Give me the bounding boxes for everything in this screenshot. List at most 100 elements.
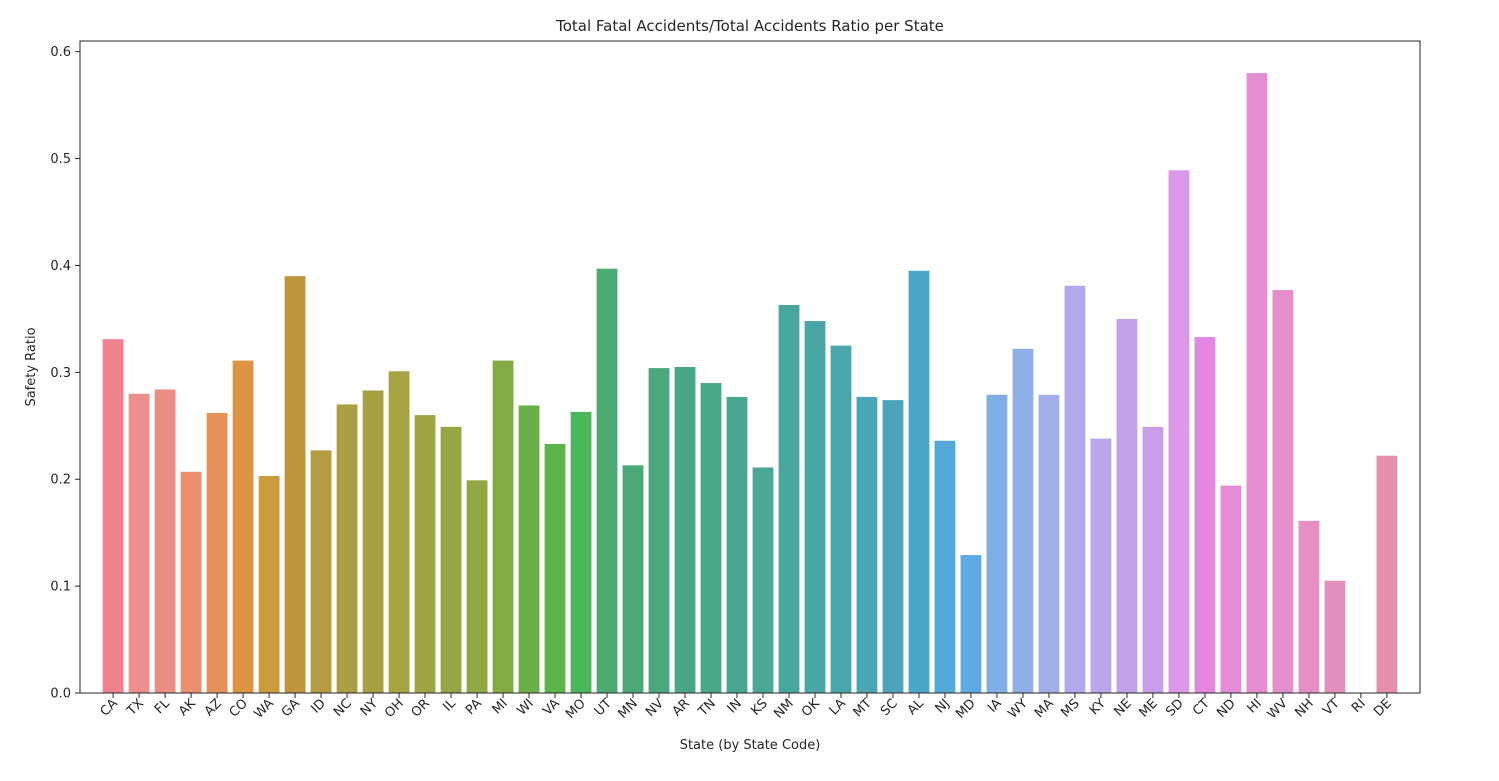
bar-mo bbox=[570, 411, 592, 693]
x-tick-label: LA bbox=[827, 696, 849, 718]
bar-nj bbox=[934, 440, 956, 693]
bar-ct bbox=[1194, 337, 1216, 693]
bar-ga bbox=[284, 276, 306, 693]
x-axis: CA TX FL AK AZ CO WA GA ID NC NY OH OR IL PA MI WI VA MO UT… bbox=[98, 693, 1395, 722]
bar-va bbox=[544, 443, 566, 693]
x-tick-label: NY bbox=[358, 696, 381, 719]
bar-mi bbox=[492, 360, 514, 693]
x-tick-label: IN bbox=[725, 696, 745, 716]
x-tick-label: OR bbox=[409, 696, 433, 720]
x-tick-label: VA bbox=[540, 696, 563, 719]
x-tick-label: OK bbox=[799, 696, 823, 720]
bar-pa bbox=[466, 480, 488, 693]
x-tick-label: AK bbox=[176, 696, 199, 719]
x-tick-label: MO bbox=[563, 696, 589, 722]
y-tick-label: 0.1 bbox=[50, 580, 71, 595]
x-tick-label: NH bbox=[1292, 696, 1316, 720]
x-tick-label: NC bbox=[331, 696, 355, 720]
x-tick-label: CO bbox=[227, 696, 251, 720]
x-tick-label: MD bbox=[953, 696, 979, 722]
x-tick-label: MN bbox=[615, 696, 640, 721]
bar-in bbox=[726, 396, 748, 693]
x-tick-label: IA bbox=[985, 696, 1005, 716]
bar-az bbox=[206, 412, 228, 693]
x-tick-label: DE bbox=[1371, 696, 1395, 720]
bar-mt bbox=[856, 396, 878, 693]
bars-group bbox=[102, 73, 1398, 693]
x-tick-label: NE bbox=[1111, 696, 1134, 719]
x-tick-label: ME bbox=[1136, 696, 1160, 720]
x-tick-label: FL bbox=[152, 696, 174, 718]
bar-sc bbox=[882, 400, 904, 693]
bar-vt bbox=[1324, 580, 1346, 693]
plot-frame bbox=[79, 40, 1421, 694]
x-tick-label: OH bbox=[382, 696, 407, 721]
x-tick-label: PA bbox=[463, 696, 485, 718]
x-tick-label: MT bbox=[851, 696, 875, 720]
bar-ak bbox=[180, 471, 202, 693]
bar-nh bbox=[1298, 520, 1320, 693]
x-tick-label: WI bbox=[514, 696, 536, 718]
bar-wy bbox=[1012, 348, 1034, 693]
bar-ma bbox=[1038, 394, 1060, 693]
bar-ut bbox=[596, 268, 618, 693]
x-tick-label: CT bbox=[1190, 696, 1213, 719]
y-tick-label: 0.4 bbox=[50, 259, 71, 274]
bar-ne bbox=[1116, 318, 1138, 693]
bar-me bbox=[1142, 426, 1164, 693]
bar-md bbox=[960, 555, 982, 693]
bar-al bbox=[908, 270, 930, 693]
x-tick-label: SC bbox=[878, 696, 901, 719]
bar-wv bbox=[1272, 290, 1294, 693]
bar-de bbox=[1376, 455, 1398, 693]
bar-tn bbox=[700, 383, 722, 693]
x-tick-label: WV bbox=[1265, 696, 1291, 722]
y-axis-label: Safety Ratio bbox=[24, 327, 39, 406]
bar-sd bbox=[1168, 170, 1190, 693]
x-tick-label: IL bbox=[440, 696, 459, 715]
x-tick-label: MS bbox=[1058, 696, 1082, 720]
bar-tx bbox=[128, 393, 150, 693]
bar-il bbox=[440, 426, 462, 693]
x-tick-label: MI bbox=[490, 696, 511, 717]
x-tick-label: KS bbox=[748, 696, 770, 718]
x-tick-label: AL bbox=[905, 696, 928, 719]
bar-ia bbox=[986, 394, 1008, 693]
bar-nc bbox=[336, 404, 358, 693]
bar-or bbox=[414, 415, 436, 693]
x-tick-label: RI bbox=[1349, 696, 1369, 716]
bar-id bbox=[310, 450, 332, 693]
y-tick-label: 0.5 bbox=[50, 152, 71, 167]
x-tick-label: TN bbox=[695, 696, 719, 720]
bar-mn bbox=[622, 465, 644, 693]
y-axis: 0.0 0.1 0.2 0.3 0.4 0.5 0.6 bbox=[50, 45, 80, 702]
chart-title: Total Fatal Accidents/Total Accidents Ra… bbox=[555, 17, 944, 35]
x-tick-label: KY bbox=[1087, 696, 1109, 718]
x-tick-label: ND bbox=[1214, 696, 1239, 721]
bar-ok bbox=[804, 321, 826, 693]
y-tick-label: 0.2 bbox=[50, 473, 71, 488]
bar-ms bbox=[1064, 285, 1086, 693]
x-tick-label: NM bbox=[771, 696, 796, 721]
x-tick-label: CA bbox=[98, 696, 121, 719]
x-tick-label: UT bbox=[592, 696, 615, 719]
x-tick-label: VT bbox=[1320, 696, 1343, 719]
bar-ny bbox=[362, 390, 384, 693]
y-tick-label: 0.3 bbox=[50, 366, 71, 381]
bar-ks bbox=[752, 467, 774, 693]
x-tick-label: TX bbox=[124, 696, 147, 719]
bar-hi bbox=[1246, 73, 1268, 693]
bar-oh bbox=[388, 371, 410, 693]
x-tick-label: AR bbox=[670, 696, 693, 719]
bar-co bbox=[232, 360, 254, 693]
x-tick-label: AZ bbox=[202, 696, 225, 719]
bar-nm bbox=[778, 305, 800, 693]
x-axis-label: State (by State Code) bbox=[680, 738, 821, 753]
bar-ar bbox=[674, 367, 696, 693]
bar-fl bbox=[154, 389, 176, 693]
bar-la bbox=[830, 345, 852, 693]
bar-ky bbox=[1090, 438, 1112, 693]
y-tick-label: 0.0 bbox=[50, 687, 71, 702]
